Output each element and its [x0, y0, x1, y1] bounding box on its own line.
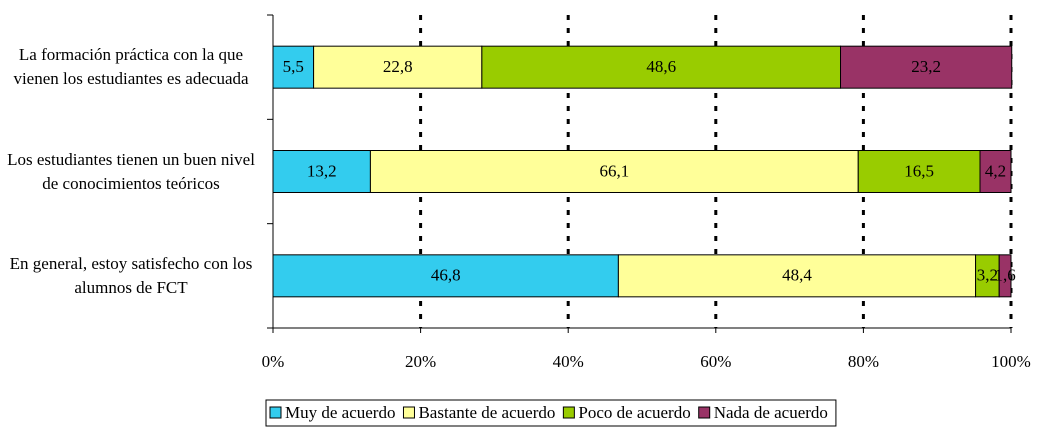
x-tick-label: 80%	[848, 352, 879, 371]
data-label: 1,6	[994, 266, 1015, 285]
data-label: 16,5	[904, 161, 934, 180]
bar-segment	[272, 254, 619, 298]
legend-swatch	[698, 406, 711, 419]
legend-label: Muy de acuerdo	[285, 403, 395, 422]
bar-segment	[840, 45, 1013, 89]
data-label: 4,2	[985, 161, 1006, 180]
bar-segment	[481, 45, 842, 89]
x-tick-label: 0%	[262, 352, 285, 371]
legend-swatch	[402, 406, 415, 419]
legend-label: Nada de acuerdo	[714, 403, 828, 422]
x-tick-label: 40%	[553, 352, 584, 371]
data-label: 46,8	[431, 266, 461, 285]
data-label: 22,8	[383, 57, 413, 76]
data-label: 23,2	[911, 57, 941, 76]
legend-box	[265, 399, 837, 427]
legend-label: Bastante de acuerdo	[418, 403, 555, 422]
data-label: 3,2	[977, 266, 998, 285]
legend-label: Poco de acuerdo	[578, 403, 690, 422]
legend-swatch	[562, 406, 575, 419]
data-label: 48,4	[782, 266, 812, 285]
data-label: 48,6	[646, 57, 676, 76]
bar-segment	[857, 150, 981, 193]
bar-segment	[979, 150, 1012, 193]
bar-segment	[369, 150, 859, 193]
data-label: 66,1	[599, 161, 629, 180]
bar-segment	[272, 45, 315, 89]
bar-segment	[998, 254, 1012, 298]
bar-segment	[313, 45, 483, 89]
data-label: 13,2	[307, 161, 337, 180]
x-tick-label: 60%	[700, 352, 731, 371]
x-tick-label: 100%	[991, 352, 1031, 371]
x-tick-label: 20%	[405, 352, 436, 371]
data-label: 5,5	[283, 57, 304, 76]
category-label: La formación práctica con la que vienen …	[13, 45, 249, 89]
category-label: En general, estoy satisfecho con los alu…	[9, 253, 253, 297]
bar-segment	[617, 254, 977, 298]
category-label: Los estudiantes tienen un buen nivel de …	[7, 149, 255, 193]
legend-swatch	[269, 406, 282, 419]
